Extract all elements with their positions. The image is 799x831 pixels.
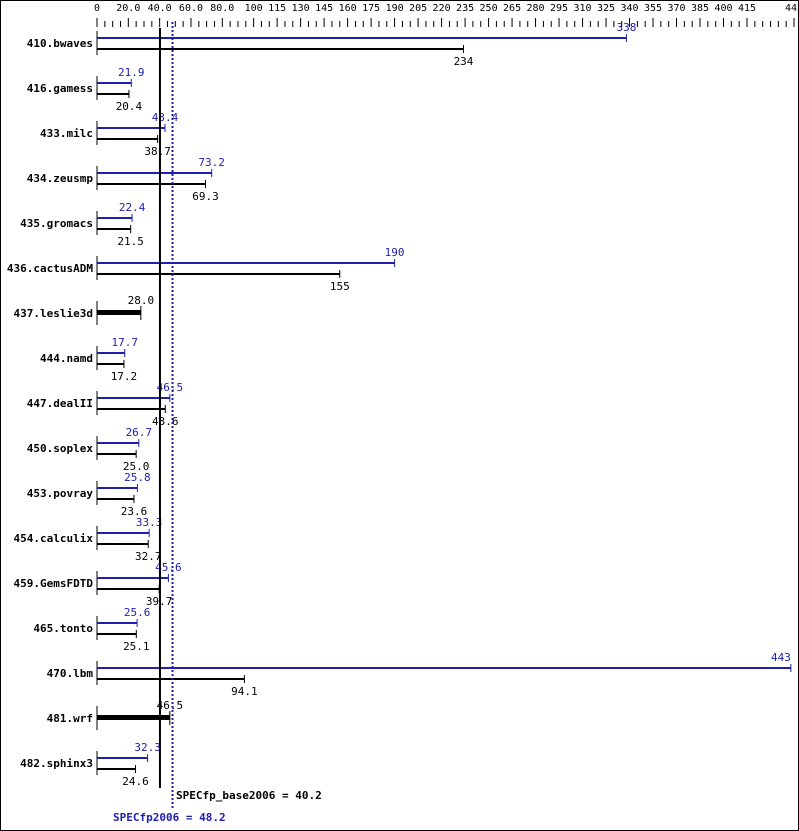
peak-value-label: 22.4 [119, 201, 146, 214]
peak-value-label: 26.7 [126, 426, 153, 439]
benchmark-row: 453.povray 25.8 23.6 [27, 471, 151, 518]
benchmark-label: 416.gamess [27, 82, 93, 95]
x-axis: 0 20.0 40.0 60.0 80.0 100 115 130 145 160 175 190 20… [94, 3, 799, 27]
peak-value-label: 25.6 [124, 606, 151, 619]
benchmark-row: 454.calculix 33.3 32.7 [14, 516, 163, 563]
base-value-label: 25.0 [123, 460, 150, 473]
benchmark-label: 437.leslie3d [14, 307, 93, 320]
benchmark-label: 470.lbm [47, 667, 94, 680]
axis-tick-label: 130 [292, 3, 310, 14]
benchmark-row: 481.wrf 46.5 [47, 699, 183, 730]
benchmark-label: 436.cactusADM [7, 262, 93, 275]
axis-tick-label: 385 [691, 3, 709, 14]
bars: 410.bwaves 338 234 416.gamess 21.9 20.4 433.mi… [7, 21, 792, 788]
axis-tick-label: 325 [597, 3, 615, 14]
reference-lines [158, 22, 174, 808]
base-value-label: 25.1 [123, 640, 150, 653]
axis-tick-label: 190 [386, 3, 404, 14]
peak-value-label: 46.5 [157, 381, 184, 394]
peak-value-label: 73.2 [198, 156, 225, 169]
benchmark-label: 434.zeusmp [27, 172, 94, 185]
axis-tick-label: 310 [574, 3, 592, 14]
peak-value-label: 17.7 [111, 336, 138, 349]
peak-value-label: 32.3 [134, 741, 161, 754]
benchmark-label: 410.bwaves [27, 37, 93, 50]
benchmark-label: 447.dealII [27, 397, 93, 410]
axis-tick-label: 415 [738, 3, 756, 14]
benchmark-row: 444.namd 17.7 17.2 [40, 336, 138, 383]
base-value-label: 155 [330, 280, 350, 293]
axis-tick-label: 235 [456, 3, 474, 14]
axis-tick-label: 295 [550, 3, 568, 14]
base-value-label: 28.0 [128, 294, 155, 307]
axis-tick-label: 355 [644, 3, 662, 14]
axis-tick-label: 265 [503, 3, 521, 14]
benchmark-label: 450.soplex [27, 442, 94, 455]
benchmark-row: 450.soplex 26.7 25.0 [27, 426, 152, 473]
benchmark-row: 434.zeusmp 73.2 69.3 [27, 156, 225, 203]
benchmark-row: 436.cactusADM 190 155 [7, 246, 405, 293]
axis-tick-label: 160 [339, 3, 357, 14]
base-value-label: 46.5 [157, 699, 184, 712]
benchmark-label: 444.namd [40, 352, 93, 365]
benchmark-row: 465.tonto 25.6 25.1 [33, 606, 150, 653]
base-value-label: 38.7 [144, 145, 171, 158]
benchmark-label: 481.wrf [47, 712, 93, 725]
axis-tick-label: 60.0 [179, 3, 203, 14]
base-value-label: 24.6 [122, 775, 149, 788]
benchmark-row: 435.gromacs 22.4 21.5 [20, 201, 146, 248]
peak-value-label: 190 [385, 246, 405, 259]
base-value-label: 23.6 [121, 505, 148, 518]
peak-value-label: 25.8 [124, 471, 151, 484]
base-value-label: 21.5 [117, 235, 144, 248]
base-value-label: 43.6 [152, 415, 179, 428]
base-value-label: 32.7 [135, 550, 162, 563]
benchmark-label: 435.gromacs [20, 217, 93, 230]
base-value-label: 94.1 [231, 685, 258, 698]
benchmark-row: 410.bwaves 338 234 [27, 21, 637, 68]
axis-tick-label: 445 [785, 3, 799, 14]
benchmark-label: 465.tonto [33, 622, 93, 635]
benchmark-label: 459.GemsFDTD [14, 577, 94, 590]
benchmark-label: 454.calculix [14, 532, 94, 545]
base-bar [97, 715, 170, 720]
benchmark-label: 433.milc [40, 127, 93, 140]
axis-tick-label: 250 [480, 3, 498, 14]
benchmark-row: 437.leslie3d 28.0 [14, 294, 155, 325]
axis-tick-label: 205 [409, 3, 427, 14]
benchmark-label: 453.povray [27, 487, 94, 500]
axis-tick-label: 400 [714, 3, 732, 14]
base-value-label: 17.2 [111, 370, 138, 383]
peak-value-label: 21.9 [118, 66, 145, 79]
benchmark-label: 482.sphinx3 [20, 757, 93, 770]
axis-tick-label: 100 [245, 3, 263, 14]
peak-value-label: 45.6 [155, 561, 182, 574]
peak-value-label: 43.4 [152, 111, 179, 124]
benchmark-row: 482.sphinx3 32.3 24.6 [20, 741, 161, 788]
peak-value-label: 443 [771, 651, 791, 664]
axis-tick-label: 20.0 [116, 3, 140, 14]
base-bar [97, 310, 141, 315]
base-reference-label: SPECfp_base2006 = 40.2 [176, 789, 322, 802]
benchmark-row: 470.lbm 443 94.1 [47, 651, 792, 698]
peak-value-label: 33.3 [136, 516, 163, 529]
peak-reference-label: SPECfp2006 = 48.2 [113, 811, 226, 824]
axis-tick-label: 220 [433, 3, 451, 14]
axis-tick-label: 280 [527, 3, 545, 14]
axis-tick-label: 175 [362, 3, 380, 14]
axis-tick-label: 80.0 [210, 3, 234, 14]
axis-tick-label: 115 [268, 3, 286, 14]
base-value-label: 69.3 [192, 190, 219, 203]
base-value-label: 234 [454, 55, 474, 68]
base-value-label: 20.4 [116, 100, 143, 113]
axis-tick-label: 340 [621, 3, 639, 14]
axis-tick-label: 40.0 [148, 3, 172, 14]
axis-tick-label: 370 [667, 3, 685, 14]
axis-tick-label: 0 [94, 3, 100, 14]
axis-tick-label: 145 [315, 3, 333, 14]
benchmark-row: 416.gamess 21.9 20.4 [27, 66, 145, 113]
peak-value-label: 338 [616, 21, 636, 34]
